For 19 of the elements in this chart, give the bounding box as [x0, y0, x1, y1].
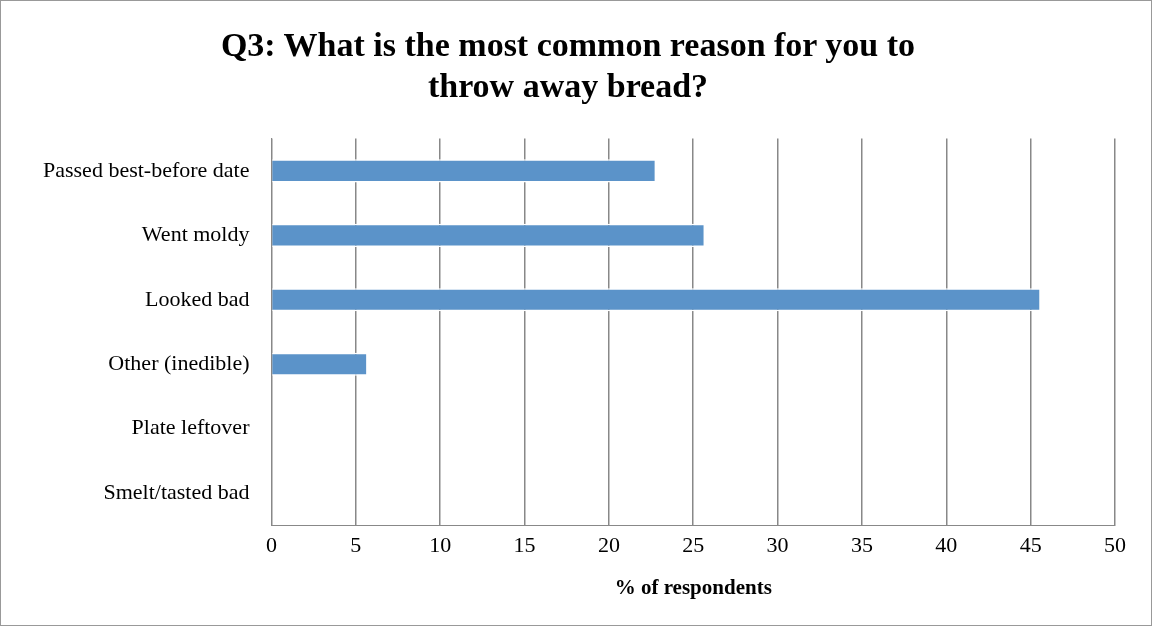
- x-tick-label: 50: [1104, 532, 1126, 558]
- y-tick-label: Went moldy: [141, 221, 250, 247]
- y-tick-label: Passed best-before date: [42, 156, 250, 182]
- x-tick-label: 35: [850, 532, 873, 558]
- x-tick-label: 25: [682, 532, 705, 558]
- x-tick-label: 30: [766, 532, 789, 558]
- x-tick-label: 40: [935, 532, 958, 558]
- y-tick-label: Looked bad: [145, 285, 250, 311]
- x-tick-label: 20: [597, 532, 620, 558]
- chart-title: Q3: What is the most common reason for you to throw away bread?: [220, 26, 916, 104]
- x-tick-label: 15: [513, 532, 536, 558]
- x-tick-label: 5: [350, 532, 362, 558]
- x-tick-label: 45: [1019, 532, 1042, 558]
- x-tick-label: 10: [429, 532, 452, 558]
- y-tick-label: Smelt/tasted bad: [103, 478, 250, 504]
- y-tick-label: Other (inedible): [108, 350, 250, 376]
- x-tick-label: 0: [265, 532, 277, 558]
- x-axis-title: % of respondents: [614, 574, 772, 599]
- y-tick-label: Plate leftover: [131, 414, 251, 440]
